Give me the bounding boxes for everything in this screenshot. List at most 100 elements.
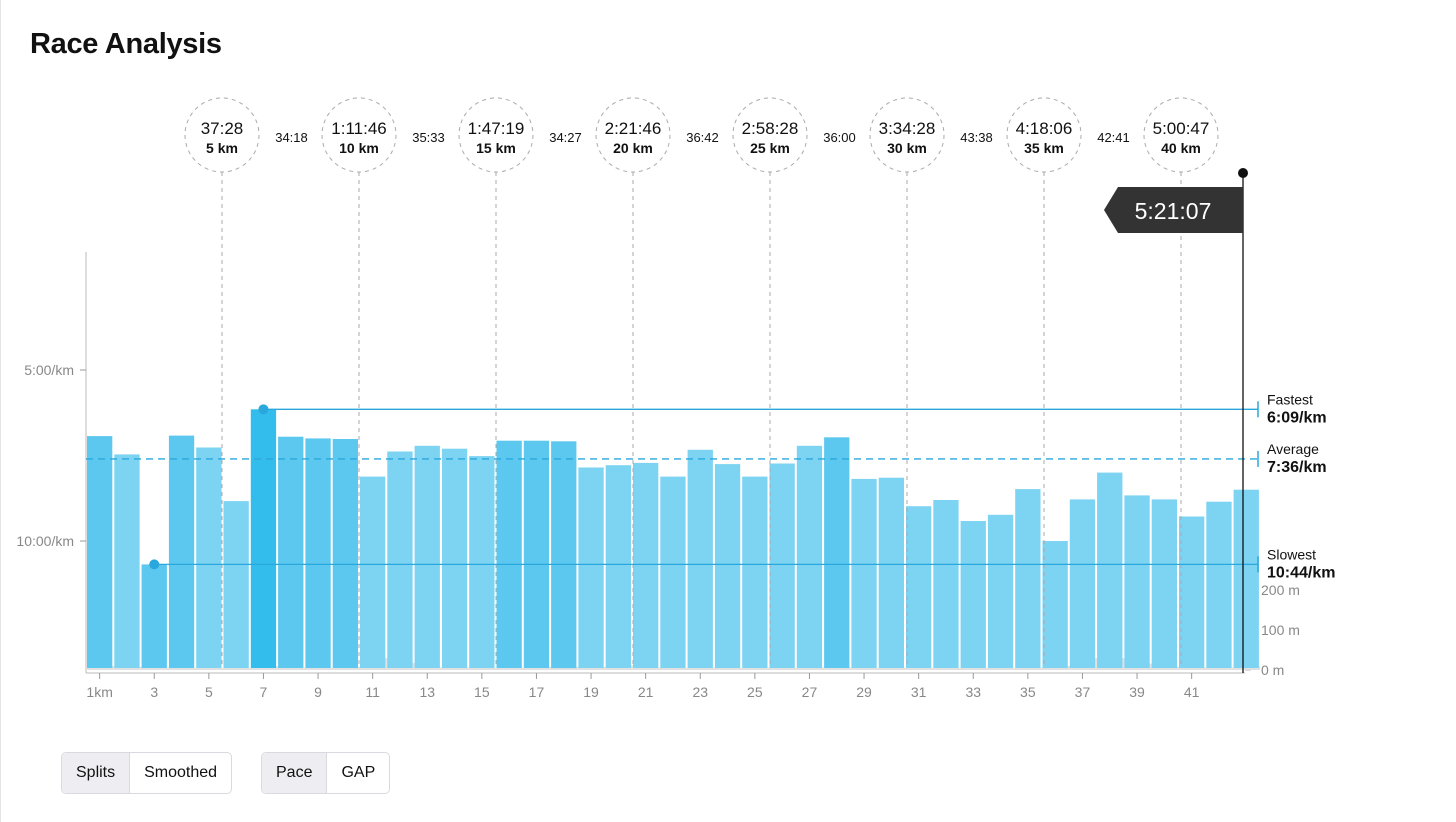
x-tick-label-16: 33 [965,684,981,700]
pace-bar-km-8 [278,436,304,668]
checkpoint-circle-40km [1143,97,1219,173]
segment-split-6: 43:38 [960,130,993,145]
checkpoint-circle-30km [869,97,945,173]
reference-lines: Fastest 6:09/km Average 7:36/km Slowest 10:44… [86,391,1336,581]
pace-bar-km-10 [332,439,358,668]
pace-bar-km-17 [523,440,550,668]
x-tick-label-19: 39 [1129,684,1145,700]
pace-bar-km-36 [1042,541,1068,668]
pace-bar-km-24 [714,464,741,668]
slowest-label: Slowest [1267,546,1316,562]
pace-bar-km-1 [87,436,113,668]
checkpoint-time-35km: 4:18:06 [1016,119,1073,138]
pace-bar-km-26 [769,463,795,668]
checkpoint-circle-20km [595,97,671,173]
pace-bar-km-42 [1206,501,1232,668]
elev-tick-label-0: 200 m [1261,582,1300,598]
pace-toggle-button[interactable]: Pace [262,753,327,793]
checkpoint-time-40km: 5:00:47 [1153,119,1210,138]
pace-bar-km-19 [578,467,604,668]
gap-toggle-button[interactable]: GAP [326,753,389,793]
checkpoint-distance-5km: 5 km [206,140,238,156]
pace-bar-km-14 [441,448,468,668]
checkpoint-markers: 37:28 5 km 1:11:46 10 km 1:47:19 15 km 2:21:46… [184,97,1219,668]
segment-split-3: 34:27 [549,130,582,145]
checkpoint-time-20km: 2:21:46 [605,119,662,138]
checkpoint-distance-10km: 10 km [339,140,379,156]
elev-tick-label-2: 0 m [1261,662,1284,678]
pace-bar-km-37 [1069,499,1096,668]
x-tick-label-6: 13 [419,684,435,700]
pace-bar-km-25 [742,476,768,668]
checkpoint-distance-35km: 35 km [1024,140,1064,156]
x-tick-label-9: 19 [583,684,599,700]
pace-bar-km-41 [1179,516,1205,668]
y-tick-label-0: 5:00/km [24,362,74,378]
pace-bar-km-13 [414,445,440,668]
pace-bar-km-35 [1015,489,1041,668]
x-tick-label-12: 25 [747,684,763,700]
page-title: Race Analysis [30,28,222,60]
segment-split-2: 35:33 [412,130,445,145]
x-tick-label-2: 5 [205,684,213,700]
checkpoint-circle-5km [184,97,260,173]
view-toggle-group: Splits Smoothed [61,752,233,794]
pace-bar-km-39 [1124,495,1150,668]
checkpoint-time-25km: 2:58:28 [742,119,799,138]
pace-bar-km-6 [223,501,249,668]
pace-bar-km-18 [551,441,577,669]
smoothed-toggle-button[interactable]: Smoothed [129,753,231,793]
x-tick-label-14: 29 [856,684,872,700]
pace-bar-km-3 [141,564,167,668]
average-value: 7:36/km [1267,459,1327,476]
pace-bar-km-38 [1097,472,1123,668]
pace-bar-km-43 [1233,489,1259,668]
x-tick-label-17: 35 [1020,684,1036,700]
pace-bar-km-15 [469,456,495,668]
fastest-marker-dot [258,404,269,415]
fastest-label: Fastest [1267,391,1313,407]
pace-bar-km-22 [660,476,686,668]
x-tick-label-1: 3 [150,684,158,700]
x-tick-label-4: 9 [314,684,322,700]
x-tick-label-15: 31 [911,684,927,700]
x-tick-label-3: 7 [260,684,268,700]
pace-bar-km-20 [605,465,631,668]
pace-bar-km-5 [196,447,222,668]
pace-bar-km-29 [851,478,877,668]
pace-bar-km-32 [933,500,959,668]
checkpoint-circle-35km [1006,97,1082,173]
pace-bar-km-21 [633,462,659,668]
pace-bar-km-31 [906,506,932,668]
pace-bar-km-23 [687,449,713,668]
checkpoint-distance-20km: 20 km [613,140,653,156]
finish-time: 5:21:07 [1135,198,1212,224]
pace-bar-km-34 [987,514,1014,668]
checkpoint-circle-15km [458,97,534,173]
checkpoint-time-15km: 1:47:19 [468,119,525,138]
pace-bar-km-4 [168,435,195,668]
checkpoint-distance-15km: 15 km [476,140,516,156]
finish-pole-top [1238,168,1248,178]
x-tick-label-0: 1km [86,684,112,700]
x-tick-label-13: 27 [802,684,818,700]
checkpoint-time-5km: 37:28 [201,119,244,138]
pace-bar-km-33 [960,521,986,668]
x-tick-label-11: 23 [692,684,708,700]
checkpoint-distance-30km: 30 km [887,140,927,156]
checkpoint-time-10km: 1:11:46 [331,119,386,138]
segment-split-7: 42:41 [1097,130,1130,145]
y-tick-label-1: 10:00/km [16,533,74,549]
x-tick-label-18: 37 [1075,684,1091,700]
segment-split-4: 36:42 [686,130,719,145]
pace-bar-km-28 [824,437,850,668]
segment-split-1: 34:18 [275,130,308,145]
checkpoint-distance-40km: 40 km [1161,140,1201,156]
splits-toggle-button[interactable]: Splits [62,753,130,793]
x-tick-label-5: 11 [365,684,380,700]
finish-flag-banner [1104,187,1243,233]
pace-bar-km-30 [878,477,904,668]
pace-bar-km-9 [305,438,331,668]
